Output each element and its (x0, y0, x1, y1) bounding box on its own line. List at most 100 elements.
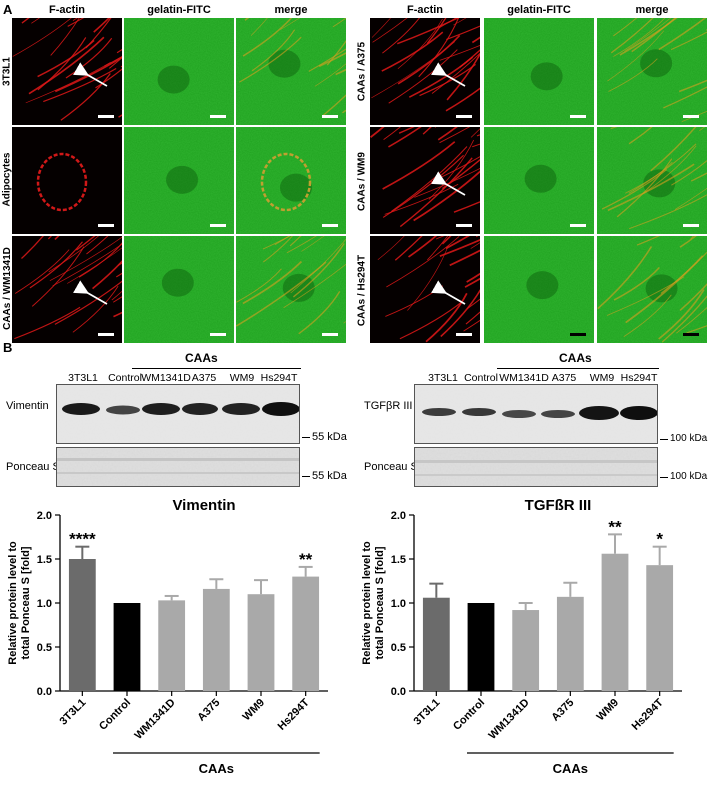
tgfbr3-y-tick-label: 0.5 (391, 642, 406, 654)
left-lane-control: Control (108, 372, 142, 384)
scale-bar (98, 333, 114, 336)
scale-bar (683, 115, 699, 118)
vimentin-chart-title: Vimentin (172, 497, 235, 514)
col-header-merge-right: merge (635, 4, 669, 16)
right-marker1-tick (660, 439, 668, 440)
tgfbr3-bar-wm9 (601, 553, 629, 691)
tgfbr3-x-tick-label: A375 (549, 697, 576, 724)
scale-bar (98, 115, 114, 118)
tgfbr3-bar-3t3l1 (422, 597, 450, 691)
right-blot-tgfbr3-bands (415, 385, 658, 443)
micrograph-hs294t-gelatin (484, 236, 594, 343)
tgfbr3-x-tick-label: WM1341D (487, 697, 532, 742)
right-blot-marker1: 100 kDa (670, 433, 708, 444)
vimentin-x-tick-label: Control (97, 697, 133, 733)
scale-bar (322, 224, 338, 227)
scale-bar (683, 333, 699, 336)
vimentin-bar-control (113, 603, 141, 691)
left-marker1-tick (302, 437, 310, 438)
micrograph-hs294t-merge (597, 236, 707, 343)
row-label-caas-hs294t: CAAs / Hs294T (356, 254, 368, 327)
tgfbr3-bar-control (467, 603, 495, 691)
tgfbr3-x-tick-label: WM9 (594, 697, 621, 724)
row-label-caas-wm9: CAAs / WM9 (356, 152, 368, 211)
left-blot-marker2: 55 kDa (312, 470, 347, 482)
right-marker2-tick (660, 477, 668, 478)
tgfbr3-y-tick-label: 1.0 (391, 598, 406, 610)
tgfbr3-x-tick-label: Control (451, 697, 487, 733)
scale-bar (456, 224, 472, 227)
vimentin-bar-hs294t (292, 576, 320, 691)
micrograph-wm1341d-gelatin (124, 236, 234, 343)
left-blot-caas-line (132, 368, 301, 369)
col-header-merge-left: merge (274, 4, 308, 16)
right-blot-marker2: 100 kDa (670, 471, 708, 482)
micrograph-wm1341d-factin (12, 236, 122, 343)
vimentin-bar-3t3l1 (68, 559, 96, 691)
scale-bar (322, 333, 338, 336)
right-blot-row1-label: TGFβR III (364, 400, 413, 412)
row-label-adipocytes: Adipocytes (1, 152, 13, 207)
right-blot-tgfbr3-strip (414, 384, 658, 444)
scale-bar (456, 115, 472, 118)
white-arrow-icon (431, 280, 466, 305)
right-blot-row2-label: Ponceau S (364, 461, 418, 473)
vimentin-significance-label: **** (69, 530, 96, 549)
vimentin-x-tick-label: WM9 (240, 697, 267, 724)
scale-bar (210, 333, 226, 336)
scale-bar (456, 333, 472, 336)
left-blot-vimentin-bands (57, 385, 300, 443)
tgfbr3-x-tick-label: 3T3L1 (411, 697, 442, 728)
tgfbr3-y-tick-label: 2.0 (391, 510, 406, 522)
white-arrow-icon (431, 171, 466, 196)
micrograph-adipocytes-factin (12, 127, 122, 234)
left-lane-wm9: WM9 (229, 372, 255, 384)
tgfbr3-bar-wm1341d (512, 610, 540, 691)
micrograph-3t3l1-factin (12, 18, 122, 125)
vimentin-bar-a375 (202, 588, 230, 691)
left-lane-hs294t: Hs294T (260, 372, 298, 384)
tgfbr3-bar-chart: TGFßR III 0.0 0.5 1.0 1.5 2.0 Relative protein… (361, 497, 682, 776)
left-blot-row1-label: Vimentin (6, 400, 49, 412)
left-blot-ponceau-strip (56, 447, 300, 487)
col-header-factin-left: F-actin (48, 4, 86, 16)
vimentin-y-tick-label: 0.0 (37, 686, 52, 698)
col-header-gelatin-left: gelatin-FITC (147, 4, 211, 16)
scale-bar (210, 115, 226, 118)
scale-bar (570, 333, 586, 336)
micrograph-adipocytes-merge (236, 127, 346, 234)
vimentin-y-tick-label: 1.5 (37, 554, 52, 566)
scale-bar (683, 224, 699, 227)
micrograph-wm9-merge (597, 127, 707, 234)
tgfbr3-y-tick-label: 0.0 (391, 686, 406, 698)
panel-a-letter: A (3, 2, 13, 17)
right-lane-wm1341d: WM1341D (499, 372, 549, 384)
micrograph-3t3l1-gelatin (124, 18, 234, 125)
vimentin-significance-label: ** (299, 550, 313, 569)
micrograph-hs294t-factin (370, 236, 480, 343)
vimentin-group-label: CAAs (199, 761, 234, 776)
vimentin-bar-wm9 (247, 594, 275, 691)
col-header-factin-right: F-actin (406, 4, 444, 16)
left-lane-wm1341d: WM1341D (141, 372, 191, 384)
right-blot-ponceau-strip (414, 447, 658, 487)
tgfbr3-bar-hs294t (646, 565, 674, 691)
micrograph-a375-merge (597, 18, 707, 125)
micrograph-wm9-factin (370, 127, 480, 234)
right-blot-caas-line (497, 368, 659, 369)
white-arrow-icon (73, 280, 108, 305)
col-header-gelatin-right: gelatin-FITC (507, 4, 571, 16)
vimentin-bar-chart: Vimentin 0.0 0.5 1.0 1.5 2.0 Relative protein … (7, 497, 328, 776)
micrograph-wm1341d-merge (236, 236, 346, 343)
right-blot-caas-label: CAAs (559, 351, 592, 365)
left-blot-marker1: 55 kDa (312, 431, 347, 443)
panel-b-letter: B (3, 340, 13, 355)
row-label-3t3l1: 3T3L1 (1, 57, 13, 86)
micrograph-3t3l1-merge (236, 18, 346, 125)
vimentin-x-tick-label: Hs294T (276, 696, 312, 732)
micrograph-adipocytes-gelatin (124, 127, 234, 234)
left-blot-row2-label: Ponceau S (6, 461, 60, 473)
left-marker2-tick (302, 476, 310, 477)
scale-bar (322, 115, 338, 118)
left-blot-vimentin-strip (56, 384, 300, 444)
